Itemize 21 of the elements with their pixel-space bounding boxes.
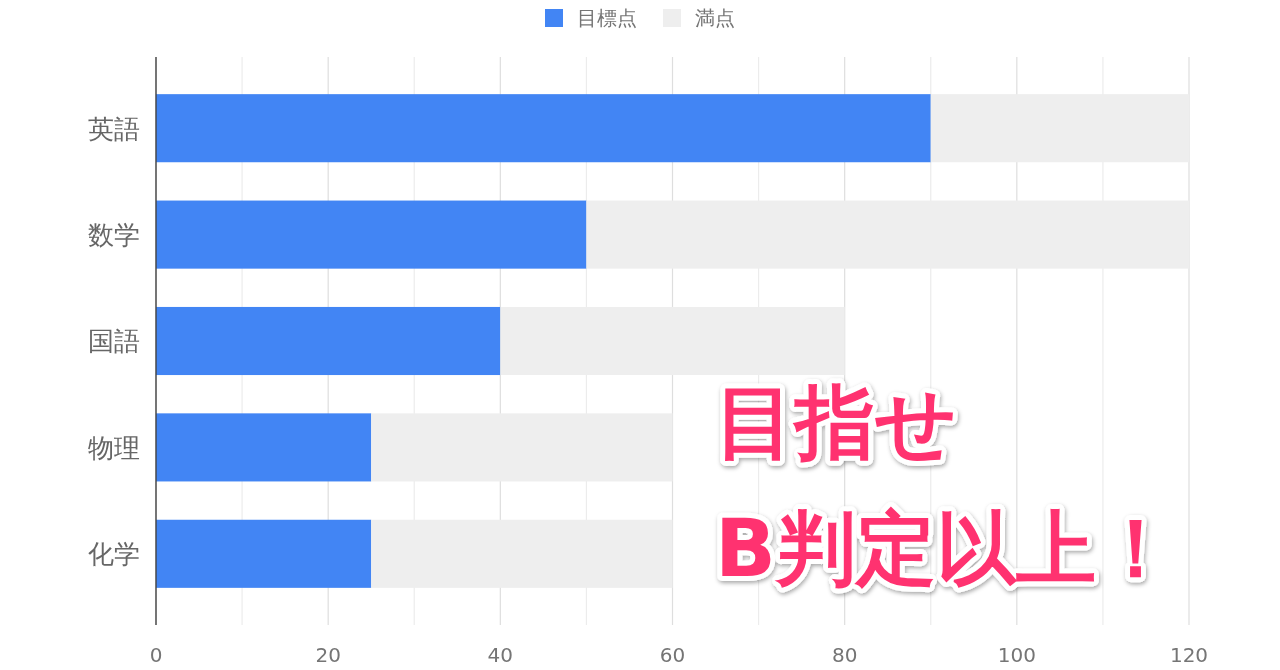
x-tick-label: 100: [997, 643, 1036, 667]
bar: [156, 200, 587, 269]
x-tick-label: 0: [149, 643, 163, 667]
y-tick-label: 化学: [88, 539, 140, 570]
bar: [156, 306, 501, 376]
y-tick-label: 英語: [88, 113, 140, 144]
bar: [156, 519, 372, 588]
y-tick-label: 数学: [88, 219, 140, 250]
legend-label: 満点: [695, 6, 735, 31]
x-tick-label: 80: [831, 643, 858, 667]
x-tick-label: 40: [487, 643, 514, 667]
bar: [156, 94, 931, 163]
y-tick-label: 国語: [88, 326, 140, 357]
annotation: 目指せ: [715, 376, 957, 469]
legend-label: 目標点: [577, 6, 637, 31]
bar: [156, 413, 372, 482]
y-tick-label: 物理: [88, 432, 140, 463]
x-tick-label: 120: [1169, 643, 1209, 667]
annotation: B判定以上！: [715, 502, 1176, 595]
x-tick-label: 60: [659, 643, 686, 667]
x-tick-label: 20: [315, 643, 341, 667]
